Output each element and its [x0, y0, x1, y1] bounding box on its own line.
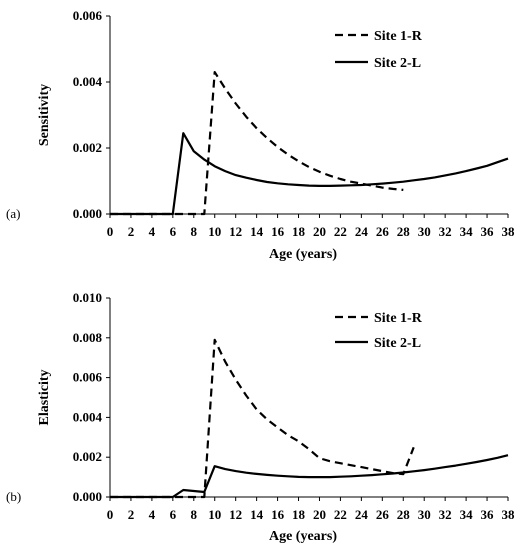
x-tick-label: 14	[250, 224, 264, 239]
x-axis-label: Age (years)	[269, 529, 337, 544]
y-tick-label: 0.006	[73, 370, 103, 385]
x-tick-label: 34	[460, 224, 474, 239]
y-tick-label: 0.000	[73, 489, 102, 504]
x-tick-label: 38	[502, 224, 516, 239]
panel-label: (a)	[6, 206, 20, 221]
x-tick-label: 34	[460, 507, 474, 522]
x-tick-label: 36	[481, 507, 495, 522]
x-tick-label: 24	[355, 507, 369, 522]
series-line-site-2-l	[110, 132, 509, 216]
y-tick-label: 0.008	[73, 330, 103, 345]
x-tick-label: 8	[191, 224, 198, 239]
x-tick-label: 6	[170, 224, 177, 239]
series-line-site-1-r	[110, 70, 404, 216]
x-tick-label: 22	[334, 507, 347, 522]
x-tick-label: 0	[107, 224, 114, 239]
x-tick-label: 22	[334, 224, 347, 239]
x-tick-label: 12	[229, 507, 242, 522]
x-tick-label: 24	[355, 224, 369, 239]
x-tick-label: 26	[376, 507, 390, 522]
x-tick-label: 4	[149, 224, 156, 239]
y-tick-label: 0.004	[73, 409, 103, 424]
x-tick-label: 8	[191, 507, 198, 522]
x-tick-label: 18	[292, 507, 306, 522]
y-tick-label: 0.002	[73, 449, 102, 464]
legend-label: Site 1-R	[374, 311, 423, 326]
x-tick-label: 10	[208, 224, 221, 239]
x-tick-label: 28	[397, 507, 411, 522]
x-tick-label: 6	[170, 507, 177, 522]
x-tick-label: 26	[376, 224, 390, 239]
panel-label: (b)	[6, 489, 21, 504]
x-tick-label: 30	[418, 224, 431, 239]
x-tick-label: 10	[208, 507, 221, 522]
x-tick-label: 2	[128, 224, 135, 239]
legend-label: Site 2-L	[374, 336, 421, 351]
y-tick-label: 0.004	[73, 74, 103, 89]
x-tick-label: 30	[418, 507, 431, 522]
y-tick-label: 0.002	[73, 140, 102, 155]
x-tick-label: 12	[229, 224, 242, 239]
y-tick-label: 0.010	[73, 290, 102, 305]
y-axis-label: Elasticity	[37, 370, 52, 426]
x-tick-label: 18	[292, 224, 306, 239]
x-tick-label: 32	[439, 507, 452, 522]
y-tick-label: 0.000	[73, 206, 102, 221]
series-line-site-2-l	[110, 454, 509, 499]
y-tick-label: 0.006	[73, 8, 103, 23]
x-tick-label: 0	[107, 507, 114, 522]
x-axis-label: Age (years)	[269, 247, 337, 262]
x-tick-label: 2	[128, 507, 135, 522]
legend-label: Site 1-R	[374, 29, 423, 44]
x-tick-label: 16	[271, 224, 285, 239]
y-axis-label: Sensitivity	[37, 84, 52, 146]
series-line-site-1-r	[110, 338, 415, 499]
legend-label: Site 2-L	[374, 56, 421, 71]
x-tick-label: 20	[313, 224, 326, 239]
x-tick-label: 16	[271, 507, 285, 522]
x-tick-label: 32	[439, 224, 452, 239]
x-tick-label: 36	[481, 224, 495, 239]
x-tick-label: 28	[397, 224, 411, 239]
x-tick-label: 38	[502, 507, 516, 522]
x-tick-label: 20	[313, 507, 326, 522]
x-tick-label: 14	[250, 507, 264, 522]
x-tick-label: 4	[149, 507, 156, 522]
